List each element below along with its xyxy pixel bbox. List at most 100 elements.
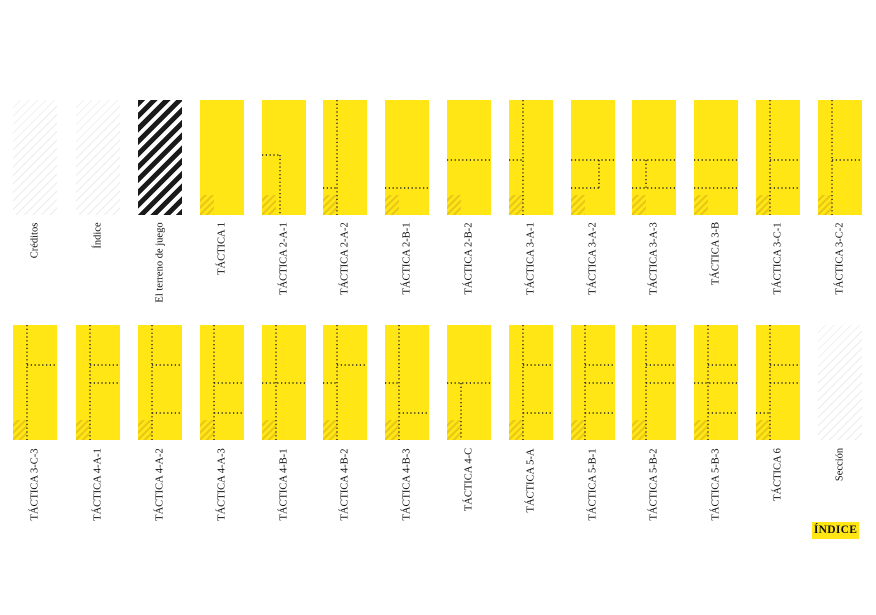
section-label[interactable]: TÁCTICA 5-A [525, 448, 537, 512]
section-label[interactable]: TÁCTICA 4-A-1 [92, 448, 104, 521]
tactic-diagram [694, 325, 738, 440]
corner-hatch-icon [509, 195, 523, 215]
section-label[interactable]: TÁCTICA 3-B [710, 221, 722, 286]
section-label[interactable]: TÁCTICA 3-C-2 [834, 221, 846, 295]
corner-hatch-icon [632, 420, 646, 440]
section-label[interactable]: TÁCTICA 4-A-3 [216, 448, 228, 521]
tactic-diagram [262, 325, 306, 440]
index-button[interactable]: ÍNDICE [812, 522, 859, 539]
section-label[interactable]: TÁCTICA 3-A-1 [525, 222, 537, 295]
section-card-tactica-5-b-1[interactable] [571, 325, 615, 440]
section-card-tactica-3-a-3[interactable] [632, 100, 676, 215]
section-card-seccion[interactable] [818, 325, 862, 440]
section-label[interactable]: TÁCTICA 2-B-1 [401, 221, 413, 295]
corner-hatch-icon [262, 420, 276, 440]
tactic-diagram [213, 325, 244, 440]
section-label[interactable]: Créditos [29, 222, 41, 258]
section-card-tactica-3-a-1[interactable] [509, 100, 553, 215]
corner-hatch-icon [571, 420, 585, 440]
section-card-tactica-1[interactable] [200, 100, 244, 215]
tactic-diagram [385, 325, 429, 440]
section-label[interactable]: TÁCTICA 1 [216, 222, 228, 275]
corner-hatch-icon [385, 195, 399, 215]
section-card-tactica-3-b[interactable] [694, 100, 738, 215]
section-card-tactica-4-b-1[interactable] [262, 325, 306, 440]
tactic-diagram [632, 159, 676, 189]
section-label[interactable]: TÁCTICA 4-B-3 [401, 447, 413, 521]
corner-hatch-icon [447, 420, 461, 440]
section-label[interactable]: TÁCTICA 4-A-2 [154, 448, 166, 521]
section-label[interactable]: TÁCTICA 4-B-2 [339, 447, 351, 521]
section-card-creditos[interactable] [13, 100, 57, 215]
tactic-diagram [26, 325, 57, 440]
section-card-tactica-5-a[interactable] [509, 325, 553, 440]
section-card-tactica-6[interactable] [756, 325, 800, 440]
tactic-diagram [571, 159, 615, 189]
section-label[interactable]: TÁCTICA 5-B-2 [648, 447, 660, 521]
section-label[interactable]: El terreno de juego [154, 221, 166, 303]
section-card-tactica-5-b-3[interactable] [694, 325, 738, 440]
section-card-tactica-4-a-2[interactable] [138, 325, 182, 440]
section-card-tactica-2-a-1[interactable] [262, 100, 306, 215]
section-card-tactica-3-c-2[interactable] [818, 100, 862, 215]
tactic-diagram [323, 100, 338, 215]
section-label[interactable]: TÁCTICA 2-A-2 [339, 222, 351, 295]
tactic-diagram [769, 100, 800, 215]
section-label[interactable]: TÁCTICA 3-A-2 [587, 222, 599, 295]
section-label[interactable]: TÁCTICA 2-A-1 [278, 222, 290, 295]
tactic-diagram [447, 382, 491, 440]
section-card-tactica-4-b-2[interactable] [323, 325, 367, 440]
section-label[interactable]: TÁCTICA 4-B-1 [278, 447, 290, 521]
corner-hatch-icon [138, 420, 152, 440]
section-label[interactable]: TÁCTICA 3-C-3 [29, 447, 41, 521]
corner-hatch-icon [323, 195, 337, 215]
section-card-tactica-4-a-1[interactable] [76, 325, 120, 440]
section-card-tactica-4-b-3[interactable] [385, 325, 429, 440]
tactic-diagram [831, 100, 862, 215]
corner-hatch-icon [694, 195, 708, 215]
section-card-tactica-2-b-1[interactable] [385, 100, 429, 215]
tactic-diagram [645, 325, 676, 440]
corner-hatch-icon [756, 420, 770, 440]
section-card-el-terreno-de-juego[interactable] [138, 100, 182, 215]
corner-hatch-icon [509, 420, 523, 440]
section-card-tactica-2-b-2[interactable] [447, 100, 491, 215]
tactic-diagram [522, 325, 553, 440]
section-card-tactica-2-a-2[interactable] [323, 100, 367, 215]
section-card-tactica-4-c[interactable] [447, 325, 491, 440]
corner-hatch-icon [200, 420, 214, 440]
section-label[interactable]: Sección [834, 447, 846, 482]
section-label[interactable]: TÁCTICA 6 [772, 448, 784, 501]
tactic-diagram [385, 187, 429, 189]
corner-hatch-icon [323, 420, 337, 440]
section-card-tactica-4-a-3[interactable] [200, 325, 244, 440]
section-label[interactable]: TÁCTICA 5-B-1 [587, 447, 599, 521]
section-card-indice[interactable] [76, 100, 120, 215]
corner-hatch-icon [694, 420, 708, 440]
corner-hatch-icon [200, 195, 214, 215]
corner-hatch-icon [13, 420, 27, 440]
tactic-diagram [694, 159, 738, 189]
section-label[interactable]: TÁCTICA 3-C-1 [772, 221, 784, 295]
tactic-diagram [447, 159, 491, 161]
section-label[interactable]: Índice [92, 221, 104, 249]
tactic-diagram [584, 325, 615, 440]
section-label[interactable]: TÁCTICA 4-C [463, 447, 475, 512]
section-label[interactable]: TÁCTICA 5-B-3 [710, 447, 722, 521]
section-card-tactica-3-c-1[interactable] [756, 100, 800, 215]
tactic-diagram [151, 325, 182, 440]
section-card-tactica-3-a-2[interactable] [571, 100, 615, 215]
tactic-diagram [89, 325, 120, 440]
section-card-tactica-5-b-2[interactable] [632, 325, 676, 440]
tactic-diagram [262, 154, 281, 215]
section-label[interactable]: TÁCTICA 3-A-3 [648, 222, 660, 295]
tactic-diagram [323, 325, 367, 440]
corner-hatch-icon [571, 195, 585, 215]
corner-hatch-icon [756, 195, 770, 215]
corner-hatch-icon [76, 420, 90, 440]
section-label[interactable]: TÁCTICA 2-B-2 [463, 221, 475, 295]
section-card-tactica-3-c-3[interactable] [13, 325, 57, 440]
tactic-diagram [756, 325, 800, 440]
corner-hatch-icon [385, 420, 399, 440]
corner-hatch-icon [818, 195, 832, 215]
